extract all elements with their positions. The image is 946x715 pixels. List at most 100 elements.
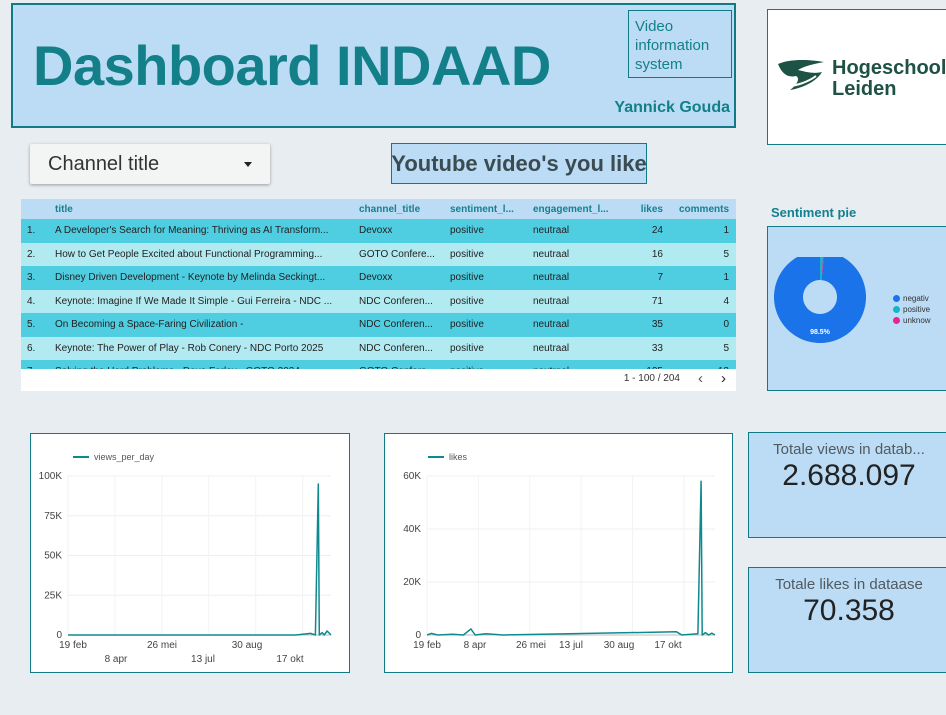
pie-title: Sentiment pie	[771, 205, 857, 220]
table-row[interactable]: 3. Disney Driven Development - Keynote by…	[21, 266, 736, 290]
row-comments: 1	[723, 272, 729, 284]
kpi-total-likes: Totale likes in dataase 70.358	[748, 567, 946, 673]
y-tick-label: 0	[56, 630, 62, 641]
x-tick-label: 8 apr	[105, 654, 128, 665]
pie-legend-label: unknow	[903, 316, 931, 325]
row-number: 5.	[27, 319, 36, 331]
row-engagement: neutraal	[533, 319, 570, 331]
x-tick-label: 26 mei	[147, 640, 177, 651]
row-title: A Developer's Search for Meaning: Thrivi…	[55, 225, 329, 237]
y-tick-label: 0	[415, 630, 421, 641]
prev-page-icon[interactable]: ‹	[698, 370, 703, 387]
x-tick-label: 17 okt	[276, 654, 303, 665]
x-tick-label: 19 feb	[59, 640, 87, 651]
row-engagement: neutraal	[533, 248, 570, 260]
row-comments: 5	[723, 248, 729, 260]
row-sentiment: positive	[450, 225, 484, 237]
row-sentiment: positive	[450, 342, 484, 354]
column-header-sentiment[interactable]: sentiment_l...	[450, 203, 514, 215]
row-title: How to Get People Excited about Function…	[55, 248, 323, 260]
next-page-icon[interactable]: ›	[721, 370, 726, 387]
row-likes: 71	[651, 295, 663, 307]
pie-slice-positive[interactable]	[820, 257, 824, 281]
table-row[interactable]: 6. Keynote: The Power of Play - Rob Coner…	[21, 336, 736, 360]
y-tick-label: 20K	[403, 577, 421, 588]
table-header: title channel_title sentiment_l... engag…	[21, 199, 736, 219]
pie-slice-unknown[interactable]	[821, 257, 824, 281]
pie-legend-item[interactable]: positive	[893, 304, 931, 315]
legend-dot-icon	[893, 317, 900, 324]
y-tick-label: 40K	[403, 524, 421, 535]
pie-slice-negatief[interactable]	[774, 257, 866, 343]
row-channel: NDC Conferen...	[359, 342, 433, 354]
pie-legend-label: negativ	[903, 294, 929, 303]
legend-label[interactable]: views_per_day	[94, 452, 155, 462]
row-channel: Devoxx	[359, 272, 393, 284]
row-likes: 125	[621, 360, 663, 369]
row-number: 2.	[27, 248, 36, 260]
kpi-likes-value: 70.358	[803, 594, 895, 627]
channel-title-dropdown[interactable]: Channel title	[30, 144, 270, 184]
y-tick-label: 25K	[44, 590, 62, 601]
series-line[interactable]	[68, 483, 332, 636]
table-row[interactable]: 4. Keynote: Imagine If We Made It Simple …	[21, 289, 736, 313]
column-header-engagement[interactable]: engagement_l...	[533, 203, 609, 215]
x-tick-label: 19 feb	[413, 640, 441, 651]
row-number: 1.	[27, 225, 36, 237]
table-body[interactable]: 1. A Developer's Search for Meaning: Thri…	[21, 219, 736, 369]
column-header-title[interactable]: title	[55, 203, 73, 215]
series-line[interactable]	[426, 480, 716, 636]
row-likes: 16	[651, 248, 663, 260]
legend-dot-icon	[893, 306, 900, 313]
header-banner: Dashboard INDAAD Video information syste…	[11, 3, 736, 128]
logo-line-1: Hogeschool	[832, 57, 946, 79]
dashboard-title: Dashboard INDAAD	[33, 34, 551, 97]
row-sentiment: positive	[450, 360, 526, 369]
row-engagement: neutraal	[533, 225, 570, 237]
views-per-day-svg: 0 25K 50K 75K 100K 19 feb 26 mei 30 aug 8 apr 13 …	[39, 452, 332, 665]
row-comments: 5	[723, 342, 729, 354]
pie-legend-item[interactable]: unknow	[893, 315, 931, 326]
row-comments: 4	[723, 295, 729, 307]
table-row[interactable]: 7. Solving the Hard Problems - Dave Farle…	[21, 360, 736, 369]
row-number: 6.	[27, 342, 36, 354]
legend-label[interactable]: likes	[449, 452, 468, 462]
legend-dot-icon	[893, 295, 900, 302]
row-likes: 7	[657, 272, 663, 284]
pie-legend: negativ positive unknow	[893, 293, 931, 326]
pagination-range: 1 - 100 / 204	[623, 373, 680, 384]
column-header-comments[interactable]: comments	[678, 203, 729, 215]
hogeschool-leiden-logo-icon	[778, 60, 824, 90]
likes-chart: 0 20K 40K 60K 19 feb 26 mei 13 jul 8 apr 30 aug 1…	[384, 433, 733, 673]
table-row[interactable]: 2. How to Get People Excited about Functi…	[21, 242, 736, 266]
row-channel: GOTO Confere...	[359, 248, 435, 260]
y-tick-label: 60K	[403, 471, 421, 482]
logo-card: Hogeschool Leiden	[767, 9, 946, 145]
table-row[interactable]: 5. On Becoming a Space-Faring Civilizatio…	[21, 313, 736, 337]
pie-legend-item[interactable]: negativ	[893, 293, 931, 304]
row-title: Keynote: The Power of Play - Rob Conery …	[55, 342, 324, 354]
pie-data-label: 98.5%	[810, 329, 831, 336]
row-likes: 24	[651, 225, 663, 237]
row-engagement: neutraal	[533, 342, 570, 354]
author-name: Yannick Gouda	[614, 99, 730, 116]
row-engagement: neutraal	[533, 360, 623, 369]
row-sentiment: positive	[450, 248, 484, 260]
row-title: On Becoming a Space-Faring Civilization …	[55, 319, 244, 331]
x-tick-label: 30 aug	[232, 640, 263, 651]
pie-legend-label: positive	[903, 305, 931, 314]
row-number: 4.	[27, 295, 36, 307]
row-title: Disney Driven Development - Keynote by M…	[55, 272, 326, 284]
info-box: Video information system	[628, 10, 732, 78]
sentiment-pie-card: 98.5% negativ positive unknow	[767, 226, 946, 391]
table-row[interactable]: 1. A Developer's Search for Meaning: Thri…	[21, 219, 736, 243]
x-tick-label: 13 jul	[559, 640, 583, 651]
kpi-likes-label: Totale likes in dataase	[775, 576, 923, 593]
views-per-day-chart: 0 25K 50K 75K 100K 19 feb 26 mei 30 aug 8 apr 13 …	[30, 433, 350, 673]
column-header-likes[interactable]: likes	[640, 203, 663, 215]
row-comments: 1	[723, 225, 729, 237]
row-channel: NDC Conferen...	[359, 319, 433, 331]
column-header-channel[interactable]: channel_title	[359, 203, 421, 215]
row-channel: GOTO Confere...	[359, 360, 443, 369]
row-sentiment: positive	[450, 295, 484, 307]
